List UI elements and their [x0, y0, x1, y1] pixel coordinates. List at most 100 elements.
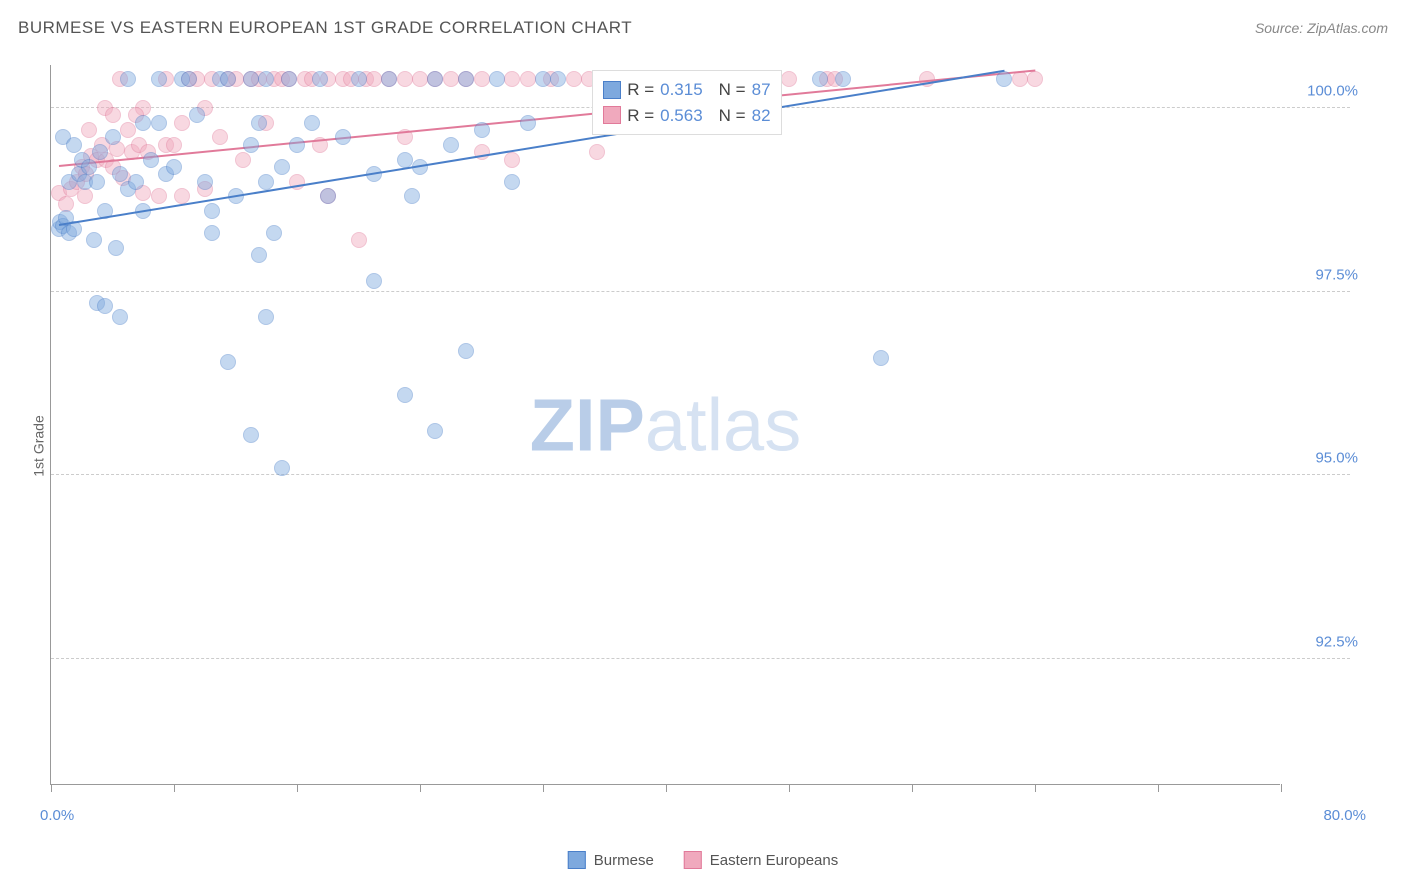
burmese-point: [89, 174, 105, 190]
eastern-point: [397, 71, 413, 87]
legend-marker-eastern: [684, 851, 702, 869]
legend-label-burmese: Burmese: [594, 852, 654, 869]
chart-title: BURMESE VS EASTERN EUROPEAN 1ST GRADE CO…: [18, 18, 632, 38]
ytick-label: 92.5%: [1288, 634, 1358, 651]
burmese-point: [243, 71, 259, 87]
burmese-point: [86, 232, 102, 248]
legend-item-burmese: Burmese: [568, 851, 654, 869]
burmese-point: [105, 129, 121, 145]
xtick: [789, 784, 790, 792]
burmese-point: [427, 423, 443, 439]
burmese-point: [220, 71, 236, 87]
burmese-point: [220, 354, 236, 370]
eastern-point: [77, 188, 93, 204]
burmese-point: [197, 174, 213, 190]
stats-r-value: 0.563: [660, 103, 703, 129]
chart-header: BURMESE VS EASTERN EUROPEAN 1ST GRADE CO…: [18, 18, 1388, 38]
ytick-label: 95.0%: [1288, 450, 1358, 467]
burmese-point: [443, 137, 459, 153]
burmese-point: [258, 309, 274, 325]
burmese-point: [135, 115, 151, 131]
xtick: [1281, 784, 1282, 792]
stats-marker-burmese: [603, 81, 621, 99]
stats-r-value: 0.315: [660, 77, 703, 103]
eastern-point: [443, 71, 459, 87]
burmese-point: [258, 71, 274, 87]
xtick: [1035, 784, 1036, 792]
eastern-point: [504, 152, 520, 168]
chart-source: Source: ZipAtlas.com: [1255, 20, 1388, 36]
eastern-point: [174, 188, 190, 204]
stats-box: R =0.315 N =87R =0.563N =82: [592, 70, 781, 135]
burmese-point: [128, 174, 144, 190]
burmese-point: [504, 174, 520, 190]
gridline: [51, 658, 1350, 659]
watermark: ZIPatlas: [530, 382, 801, 467]
burmese-point: [274, 159, 290, 175]
gridline: [51, 474, 1350, 475]
burmese-point: [404, 188, 420, 204]
burmese-point: [458, 71, 474, 87]
burmese-point: [112, 166, 128, 182]
burmese-point: [143, 152, 159, 168]
plot-area: ZIPatlas 92.5%95.0%97.5%100.0%R =0.315N …: [50, 65, 1280, 785]
burmese-point: [873, 350, 889, 366]
xtick: [174, 784, 175, 792]
stats-r-label: R =: [627, 77, 654, 103]
burmese-point: [251, 247, 267, 263]
stats-row-eastern: R =0.563N =82: [603, 103, 770, 129]
burmese-point: [320, 188, 336, 204]
xtick: [543, 784, 544, 792]
eastern-point: [474, 71, 490, 87]
stats-n-value: 87: [752, 77, 771, 103]
ytick-label: 100.0%: [1288, 83, 1358, 100]
eastern-point: [566, 71, 582, 87]
legend: Burmese Eastern Europeans: [568, 851, 838, 869]
xtick: [666, 784, 667, 792]
eastern-point: [151, 188, 167, 204]
eastern-point: [412, 71, 428, 87]
eastern-point: [351, 232, 367, 248]
burmese-point: [108, 240, 124, 256]
burmese-point: [120, 71, 136, 87]
burmese-point: [189, 107, 205, 123]
burmese-point: [474, 122, 490, 138]
eastern-point: [235, 152, 251, 168]
eastern-point: [781, 71, 797, 87]
burmese-point: [520, 115, 536, 131]
burmese-point: [381, 71, 397, 87]
burmese-point: [304, 115, 320, 131]
stats-n-label: N =: [719, 77, 746, 103]
burmese-point: [281, 71, 297, 87]
eastern-point: [166, 137, 182, 153]
burmese-point: [289, 137, 305, 153]
x-axis-min-label: 0.0%: [40, 807, 74, 824]
eastern-point: [504, 71, 520, 87]
xtick: [420, 784, 421, 792]
eastern-point: [58, 196, 74, 212]
stats-r-label: R =: [627, 103, 654, 129]
stats-row-burmese: R =0.315 N =87: [603, 77, 770, 103]
eastern-point: [174, 115, 190, 131]
eastern-point: [120, 122, 136, 138]
burmese-point: [397, 387, 413, 403]
burmese-point: [204, 203, 220, 219]
burmese-trendline: [59, 69, 1005, 225]
legend-marker-burmese: [568, 851, 586, 869]
eastern-point: [105, 107, 121, 123]
burmese-point: [812, 71, 828, 87]
eastern-point: [81, 122, 97, 138]
eastern-point: [1027, 71, 1043, 87]
y-axis-label: 1st Grade: [31, 415, 47, 476]
burmese-point: [251, 115, 267, 131]
burmese-point: [112, 309, 128, 325]
legend-label-eastern: Eastern Europeans: [710, 852, 838, 869]
burmese-point: [81, 159, 97, 175]
burmese-point: [151, 115, 167, 131]
stats-marker-eastern: [603, 106, 621, 124]
burmese-point: [243, 137, 259, 153]
watermark-atlas: atlas: [645, 383, 801, 466]
burmese-point: [835, 71, 851, 87]
eastern-point: [212, 129, 228, 145]
xtick: [51, 784, 52, 792]
